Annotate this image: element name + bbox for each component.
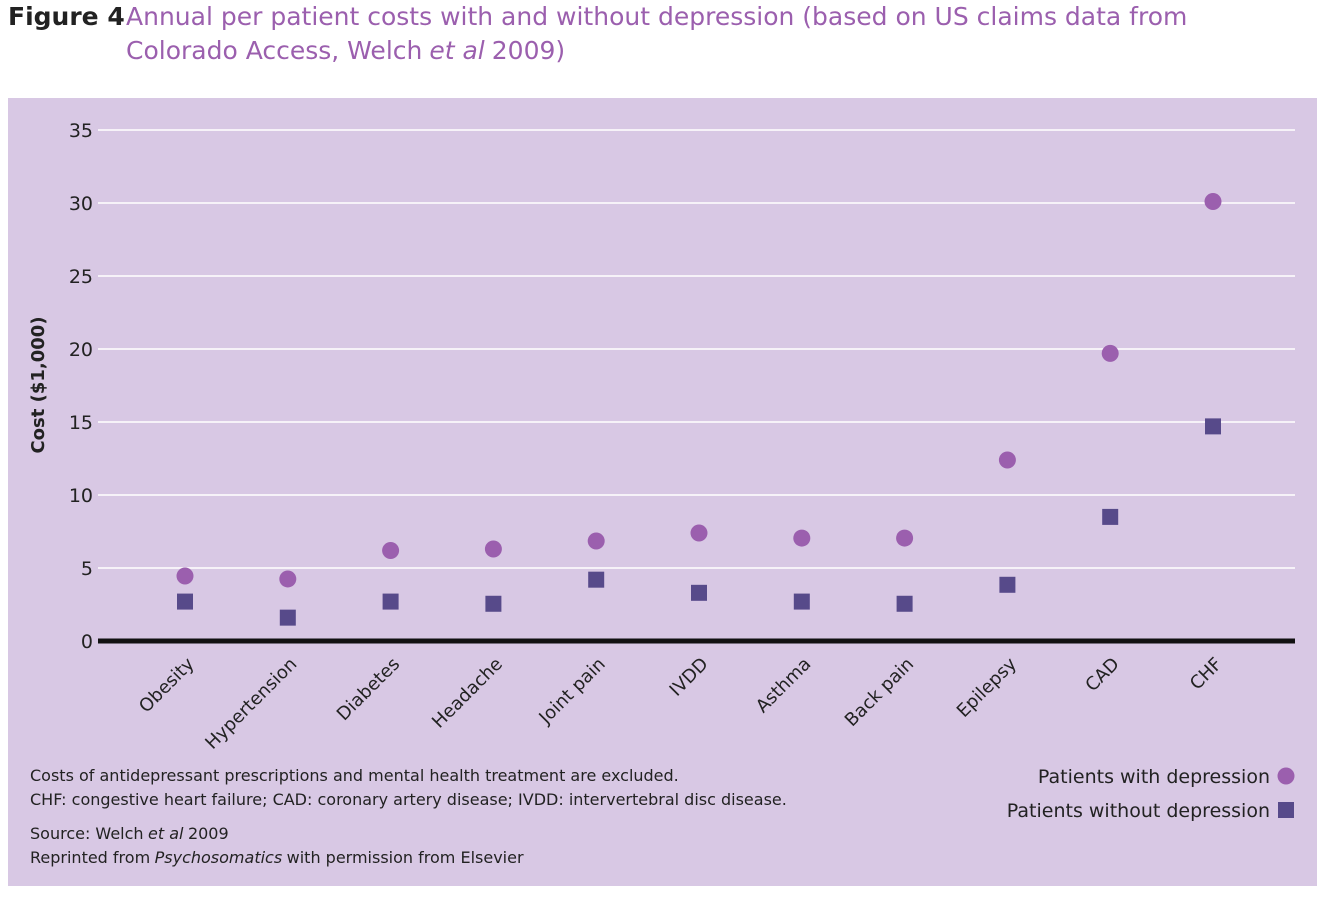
title-text: Annual per patient costs with and withou… (126, 2, 1188, 65)
point (793, 593, 810, 610)
point (691, 584, 707, 601)
y-tick-label: 30 (69, 193, 93, 215)
reprint-text: Reprinted from (30, 848, 151, 867)
y-tick-label: 20 (69, 339, 93, 361)
legend-marker (1278, 802, 1294, 818)
source-italic: et al (148, 824, 184, 843)
reprint: Reprinted from Psychosomatics with permiss… (30, 848, 524, 867)
point (1204, 193, 1222, 211)
point (999, 576, 1016, 593)
note: Costs of antidepressant prescriptions an… (30, 766, 679, 785)
legend-label: Patients without depression (1007, 800, 1270, 822)
point (588, 571, 605, 588)
point (1101, 344, 1119, 362)
point (896, 595, 913, 612)
source: Source: Welch et al 2009 (30, 824, 229, 843)
title-italic: et al (429, 36, 485, 65)
y-tick-label: 0 (81, 631, 93, 653)
figure-label: Figure 4 (8, 2, 125, 31)
y-tick-label: 25 (69, 266, 93, 288)
source-text: 2009 (187, 824, 229, 843)
point (998, 451, 1016, 469)
point (793, 529, 811, 547)
point (279, 570, 297, 588)
point (1205, 418, 1221, 435)
source-text: Source: Welch (30, 824, 144, 843)
point (587, 532, 605, 550)
title-text: 2009) (491, 36, 566, 65)
legend-label: Patients with depression (1038, 766, 1270, 788)
note: CHF: congestive heart failure; CAD: coro… (30, 790, 787, 809)
point (485, 595, 502, 612)
point (484, 540, 502, 558)
point (177, 593, 193, 610)
reprint-text: with permission from Elsevier (286, 848, 524, 867)
point (690, 524, 708, 542)
point (279, 609, 296, 626)
chart-title: Annual per patient costs with and withou… (126, 0, 1266, 68)
y-axis-label: Cost ($1,000) (28, 316, 49, 453)
point (176, 567, 194, 585)
y-tick-label: 35 (69, 120, 93, 142)
y-tick-label: 15 (69, 412, 93, 434)
point (382, 541, 400, 559)
legend-marker (1277, 767, 1295, 785)
y-tick-label: 10 (69, 485, 93, 507)
reprint-italic: Psychosomatics (154, 848, 283, 867)
point (382, 593, 399, 610)
point (896, 529, 914, 547)
panel (8, 98, 1317, 886)
y-tick-label: 5 (81, 558, 93, 580)
point (1102, 508, 1119, 525)
